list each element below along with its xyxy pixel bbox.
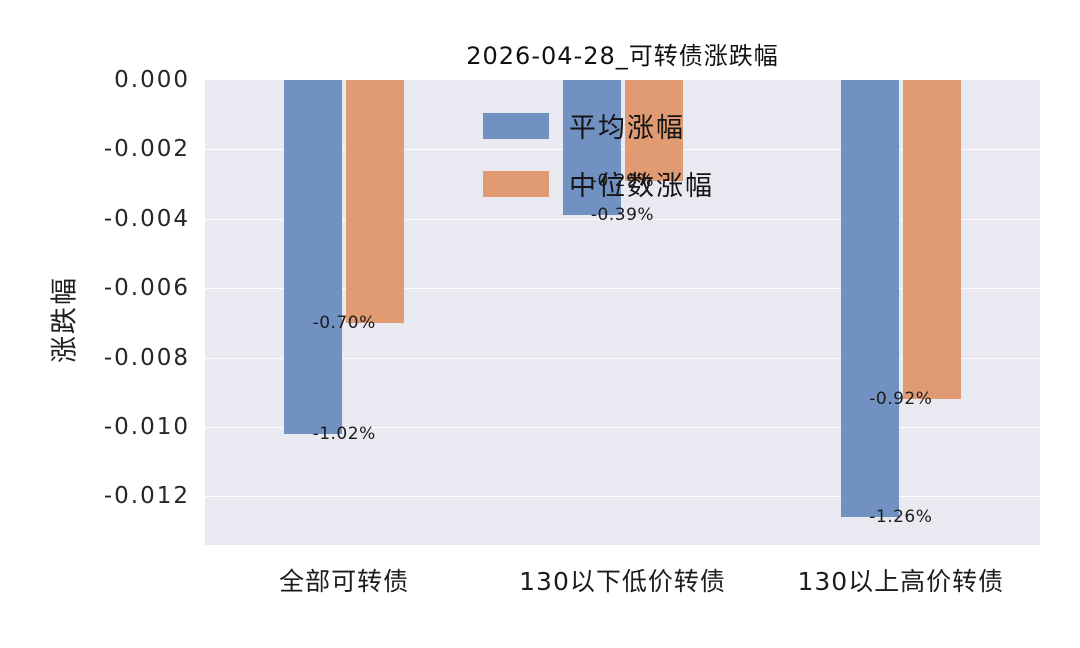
- y-tick-label: -0.008: [103, 344, 190, 371]
- y-axis-ticks: 0.000 -0.002 -0.004 -0.006 -0.008 -0.010 -0.01…: [0, 67, 190, 545]
- y-tick-label: -0.006: [103, 275, 190, 302]
- legend-item: 平均涨幅: [483, 106, 714, 145]
- x-axis-ticks: 全部可转债 130以下低价转债 130以上高价转债: [205, 562, 1040, 612]
- bar-中位数涨幅-全部可转债: [346, 80, 405, 323]
- legend-item: 中位数涨幅: [483, 164, 714, 203]
- legend-swatch: [483, 170, 549, 197]
- y-tick-label: 0.000: [114, 67, 190, 93]
- y-tick-label: -0.010: [103, 414, 190, 440]
- legend-label: 平均涨幅: [569, 113, 685, 144]
- gridline: [205, 427, 1040, 428]
- x-tick-label: 全部可转债: [279, 567, 410, 596]
- legend: 平均涨幅 中位数涨幅: [483, 106, 714, 222]
- gridline: [205, 357, 1040, 359]
- y-tick-label: -0.002: [103, 136, 190, 163]
- gridline: [205, 496, 1040, 498]
- bar-value-label: -0.92%: [869, 389, 933, 410]
- bar-value-label: -0.39%: [590, 205, 655, 226]
- bar-平均涨幅-130以下低价转债: [562, 80, 621, 216]
- bar-value-label: -1.26%: [869, 507, 933, 528]
- gridline: [205, 288, 1040, 290]
- bar-中位数涨幅-130以下低价转债: [624, 80, 683, 181]
- bar-value-label: -0.70%: [312, 312, 376, 333]
- chart-title: 2026-04-28_可转债涨跌幅: [466, 42, 779, 70]
- x-tick-label: 130以上高价转债: [797, 567, 1005, 596]
- y-tick-label: -0.004: [103, 205, 190, 232]
- legend-label: 中位数涨幅: [569, 171, 714, 202]
- bar-平均涨幅-全部可转债: [284, 80, 343, 434]
- legend-swatch: [483, 112, 549, 139]
- bar-value-label: -0.29%: [590, 170, 655, 191]
- bar-value-label: -1.02%: [312, 423, 376, 444]
- bar-中位数涨幅-130以上高价转债: [902, 80, 961, 400]
- plot-area: -1.02% -0.70% -0.39% -0.29% -1.26% -0.92% 平均涨…: [205, 80, 1040, 545]
- y-tick-label: -0.012: [103, 483, 190, 510]
- bar-平均涨幅-130以上高价转债: [840, 80, 899, 518]
- x-tick-label: 130以下低价转债: [519, 567, 726, 596]
- gridline: [205, 149, 1040, 151]
- gridline: [205, 218, 1040, 220]
